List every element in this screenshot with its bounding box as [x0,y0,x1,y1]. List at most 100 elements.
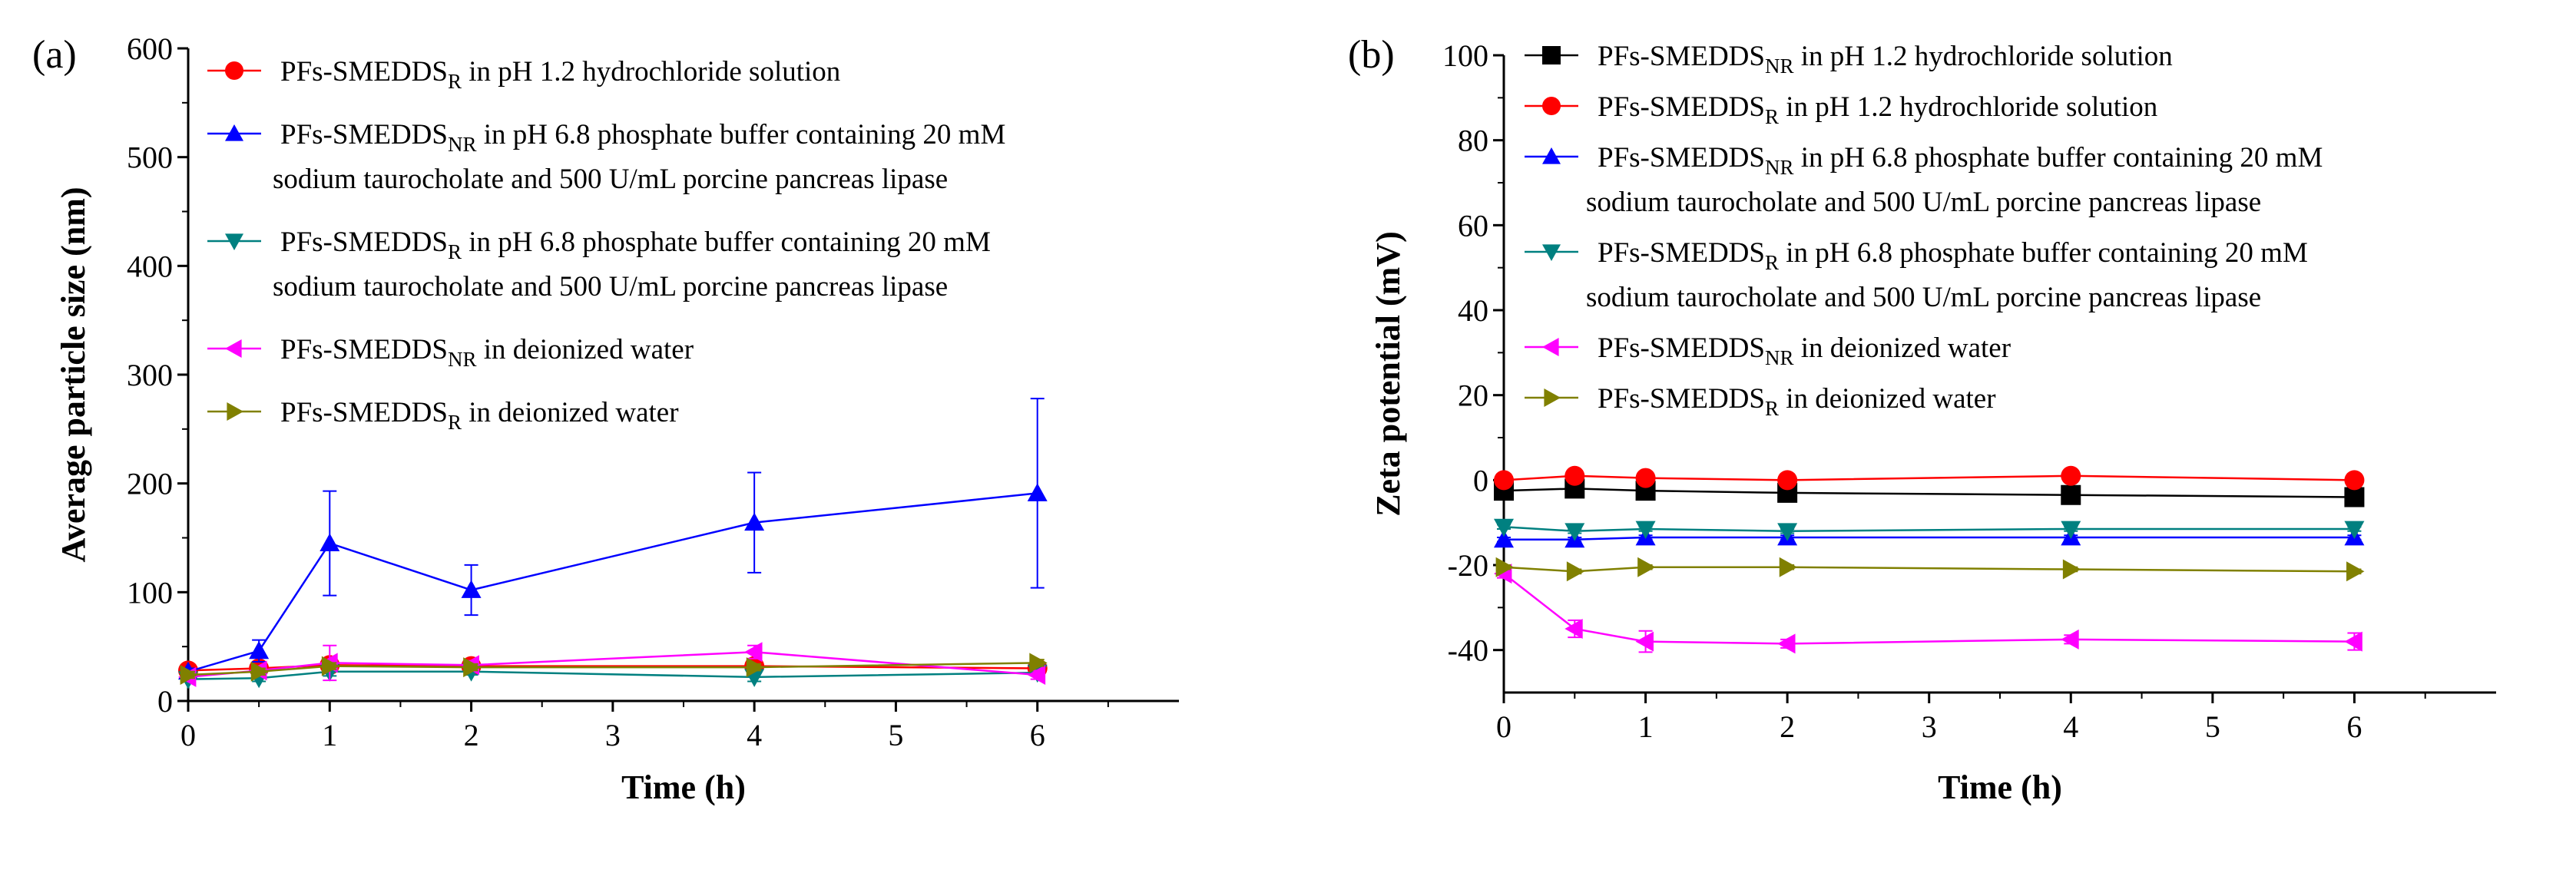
data-point [461,580,482,598]
legend-label: PFs-SMEDDSR in deionized water [1598,383,1996,420]
y-tick-label: 20 [1458,379,1488,413]
series-4 [180,653,1048,685]
x-tick-label: 4 [2063,709,2078,744]
legend-label-line2: sodium taurocholate and 500 U/mL porcine… [1586,282,2261,313]
x-tick-label: 6 [2346,709,2362,744]
y-tick-label: 80 [1458,124,1488,158]
data-point [1494,470,1514,491]
panel-label: (a) [32,33,77,77]
legend-label-line2: sodium taurocholate and 500 U/mL porcine… [273,164,948,195]
legend-marker [1542,147,1561,164]
series-3 [1494,518,2365,541]
x-axis-title: Time (h) [1938,769,2062,806]
legend-label: PFs-SMEDDSR in pH 1.2 hydrochloride solu… [280,56,840,93]
data-point [1494,518,1514,537]
x-tick-label: 4 [747,718,762,752]
data-point [744,642,763,663]
y-tick-label: -40 [1448,633,1488,668]
legend-marker [227,402,243,421]
data-point [1635,631,1654,652]
data-point [1564,619,1583,639]
data-point [2344,631,2362,652]
legend-marker [225,61,243,80]
series-line [187,662,1038,676]
y-tick-label: 100 [1442,38,1488,73]
legend-label: PFs-SMEDDSNR in pH 1.2 hydrochloride sol… [1598,41,2173,78]
legend-label: PFs-SMEDDSR in pH 6.8 phosphate buffer c… [280,226,991,263]
data-point [2344,470,2365,491]
data-point [1494,529,1514,548]
data-point [1635,468,1656,488]
data-point [321,656,340,676]
data-point [2061,629,2079,650]
x-tick-label: 0 [1496,709,1511,744]
data-point [2062,559,2081,580]
data-point [320,533,340,551]
data-point [1564,523,1585,541]
legend-marker [1542,244,1561,261]
series-1 [178,398,1048,680]
x-tick-label: 5 [888,718,903,752]
series-line [1503,474,2355,481]
series-4 [1494,564,2362,654]
legend-label-line2: sodium taurocholate and 500 U/mL porcine… [273,271,948,302]
data-point [1566,561,1585,582]
legend-label: PFs-SMEDDSR in deionized water [280,397,679,434]
y-tick-label: 200 [127,467,173,501]
legend-marker [1544,388,1561,407]
data-point [1495,557,1514,577]
x-tick-label: 3 [605,718,621,752]
y-tick-label: -20 [1448,548,1488,583]
x-tick-label: 0 [180,718,196,752]
x-tick-label: 6 [1030,718,1045,752]
data-point [1029,653,1048,673]
legend: PFs-SMEDDSNR in pH 1.2 hydrochloride sol… [1525,41,2323,420]
y-tick-label: 60 [1458,208,1488,243]
data-point [2061,465,2081,486]
y-tick-label: 0 [1473,463,1488,498]
data-point [249,640,270,660]
legend-marker [1542,46,1561,64]
series-line [1504,536,2355,541]
legend-label: PFs-SMEDDSNR in pH 6.8 phosphate buffer … [280,119,1005,156]
y-tick-label: 0 [157,684,173,719]
legend-label: PFs-SMEDDSR in pH 6.8 phosphate buffer c… [1598,237,2308,274]
data-point [2344,521,2365,539]
data-point [744,512,765,531]
x-axis-title: Time (h) [621,769,746,806]
x-tick-label: 2 [464,718,479,752]
data-point [1777,633,1796,654]
legend-marker [225,233,243,250]
series-5 [1495,557,2365,582]
legend-label: PFs-SMEDDSR in pH 1.2 hydrochloride solu… [1598,91,2157,128]
data-point [250,661,270,682]
data-point [463,657,482,678]
legend-label: PFs-SMEDDSNR in deionized water [1598,332,2011,369]
series-line [1503,573,2355,645]
legend-marker [1542,97,1561,115]
y-axis-title: Average particle size (nm) [55,187,92,562]
data-point [2061,521,2081,539]
legend-label-line2: sodium taurocholate and 500 U/mL porcine… [1586,187,2261,218]
panel-b: (b) -40 -20 0 20 40 60 80 100 0 1 2 3 4 5 6 Time (h) Zeta… [1348,33,2496,806]
series-line [187,492,1038,673]
x-tick-label: 5 [2205,709,2220,744]
x-tick-label: 1 [1638,709,1654,744]
legend-marker [225,339,242,358]
y-tick-label: 300 [127,358,173,392]
data-point [1635,521,1656,539]
data-point [1777,523,1798,541]
data-point [1777,470,1798,491]
y-tick-label: 100 [127,575,173,610]
data-point [2346,561,2365,582]
series-line [187,670,1038,680]
panel-a: (a) 0 100 200 300 400 500 600 0 1 2 3 4 5 6 Time (h) Ave… [32,31,1179,806]
data-point [746,657,765,678]
series-line [1503,525,2355,532]
series-line [1503,566,2355,573]
data-point [2061,484,2081,505]
y-tick-label: 600 [127,31,173,66]
x-tick-label: 2 [1780,709,1795,744]
series-1 [1494,465,2365,491]
